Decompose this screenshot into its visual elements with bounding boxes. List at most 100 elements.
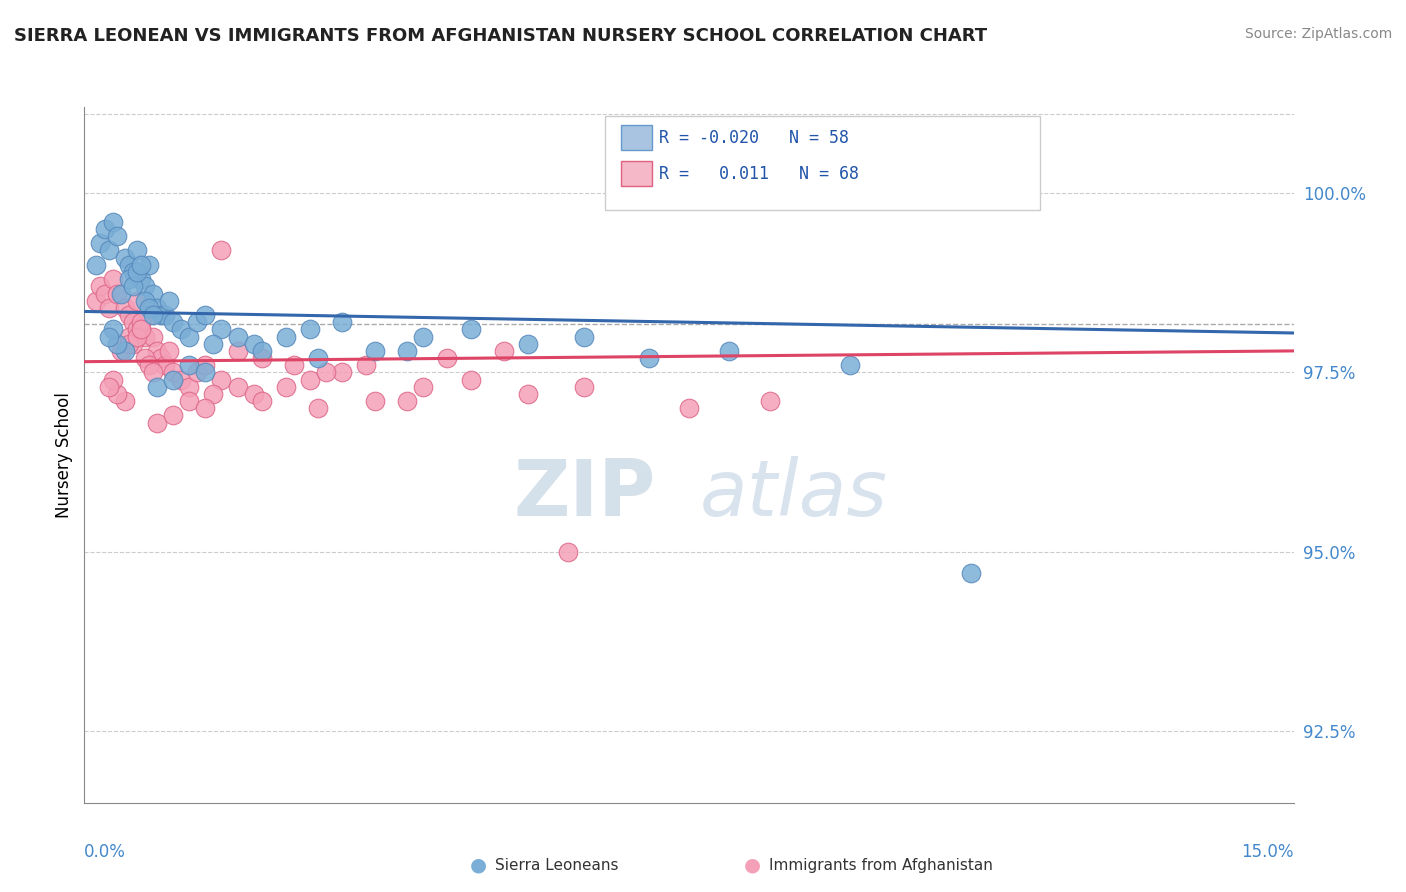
Point	[138, 258, 160, 272]
Point	[250, 343, 273, 358]
Point	[93, 222, 115, 236]
Point	[142, 366, 165, 380]
Point	[118, 336, 141, 351]
Point	[299, 322, 322, 336]
Point	[134, 293, 156, 308]
Point	[97, 301, 120, 315]
Point	[460, 322, 482, 336]
Point	[307, 351, 329, 365]
Point	[226, 329, 249, 343]
Point	[118, 308, 141, 322]
Text: ZIP: ZIP	[513, 457, 655, 533]
Point	[105, 336, 128, 351]
Point	[274, 380, 297, 394]
Point	[678, 401, 700, 416]
Point	[299, 373, 322, 387]
Point	[226, 380, 249, 394]
Point	[101, 272, 124, 286]
Point	[129, 272, 152, 286]
Point	[186, 366, 208, 380]
Point	[118, 329, 141, 343]
Point	[114, 343, 136, 358]
Point	[395, 343, 418, 358]
Point	[149, 308, 172, 322]
Point	[146, 380, 169, 394]
Point	[105, 286, 128, 301]
Point	[179, 380, 201, 394]
Point	[412, 380, 434, 394]
Point	[97, 380, 120, 394]
Point	[129, 315, 152, 329]
Point	[125, 244, 148, 258]
Point	[134, 351, 156, 365]
Point	[557, 545, 579, 559]
Point	[121, 265, 143, 279]
Point	[142, 329, 165, 343]
Point	[157, 293, 180, 308]
Text: ●: ●	[744, 855, 761, 875]
Point	[114, 251, 136, 265]
Point	[146, 343, 169, 358]
Point	[718, 343, 741, 358]
Point	[162, 315, 184, 329]
Text: R = -0.020   N = 58: R = -0.020 N = 58	[659, 129, 849, 147]
Point	[839, 358, 862, 372]
Point	[110, 343, 132, 358]
Point	[572, 329, 595, 343]
Point	[153, 358, 176, 372]
Point	[134, 329, 156, 343]
Point	[209, 373, 232, 387]
Point	[138, 308, 160, 322]
Point	[129, 322, 152, 336]
Point	[179, 394, 201, 409]
Y-axis label: Nursery School: Nursery School	[55, 392, 73, 518]
Point	[492, 343, 515, 358]
Text: R =   0.011   N = 68: R = 0.011 N = 68	[659, 165, 859, 183]
Point	[356, 358, 378, 372]
Point	[250, 394, 273, 409]
Text: ●: ●	[470, 855, 486, 875]
Point	[97, 329, 120, 343]
Text: Sierra Leoneans: Sierra Leoneans	[495, 858, 619, 872]
Text: atlas: atlas	[700, 457, 887, 533]
Point	[129, 322, 152, 336]
Point	[179, 358, 201, 372]
Point	[436, 351, 458, 365]
Point	[105, 229, 128, 244]
Point	[412, 329, 434, 343]
Point	[114, 394, 136, 409]
Point	[149, 351, 172, 365]
Point	[138, 358, 160, 372]
Point	[170, 322, 193, 336]
Point	[125, 265, 148, 279]
Point	[138, 301, 160, 315]
Point	[101, 322, 124, 336]
Point	[460, 373, 482, 387]
Point	[315, 366, 337, 380]
Point	[134, 279, 156, 293]
Point	[194, 366, 217, 380]
Point	[129, 258, 152, 272]
Point	[202, 336, 225, 351]
Point	[242, 336, 264, 351]
Point	[274, 329, 297, 343]
Point	[194, 401, 217, 416]
Point	[242, 387, 264, 401]
Point	[960, 566, 983, 581]
Point	[153, 308, 176, 322]
Point	[363, 343, 385, 358]
Point	[121, 279, 143, 293]
Text: Source: ZipAtlas.com: Source: ZipAtlas.com	[1244, 27, 1392, 41]
Point	[142, 308, 165, 322]
Text: 15.0%: 15.0%	[1241, 843, 1294, 861]
Point	[114, 301, 136, 315]
Point	[97, 244, 120, 258]
Point	[758, 394, 780, 409]
Point	[121, 336, 143, 351]
Point	[89, 279, 111, 293]
Point	[118, 258, 141, 272]
Point	[637, 351, 659, 365]
Point	[363, 394, 385, 409]
Point	[516, 387, 538, 401]
Point	[516, 336, 538, 351]
